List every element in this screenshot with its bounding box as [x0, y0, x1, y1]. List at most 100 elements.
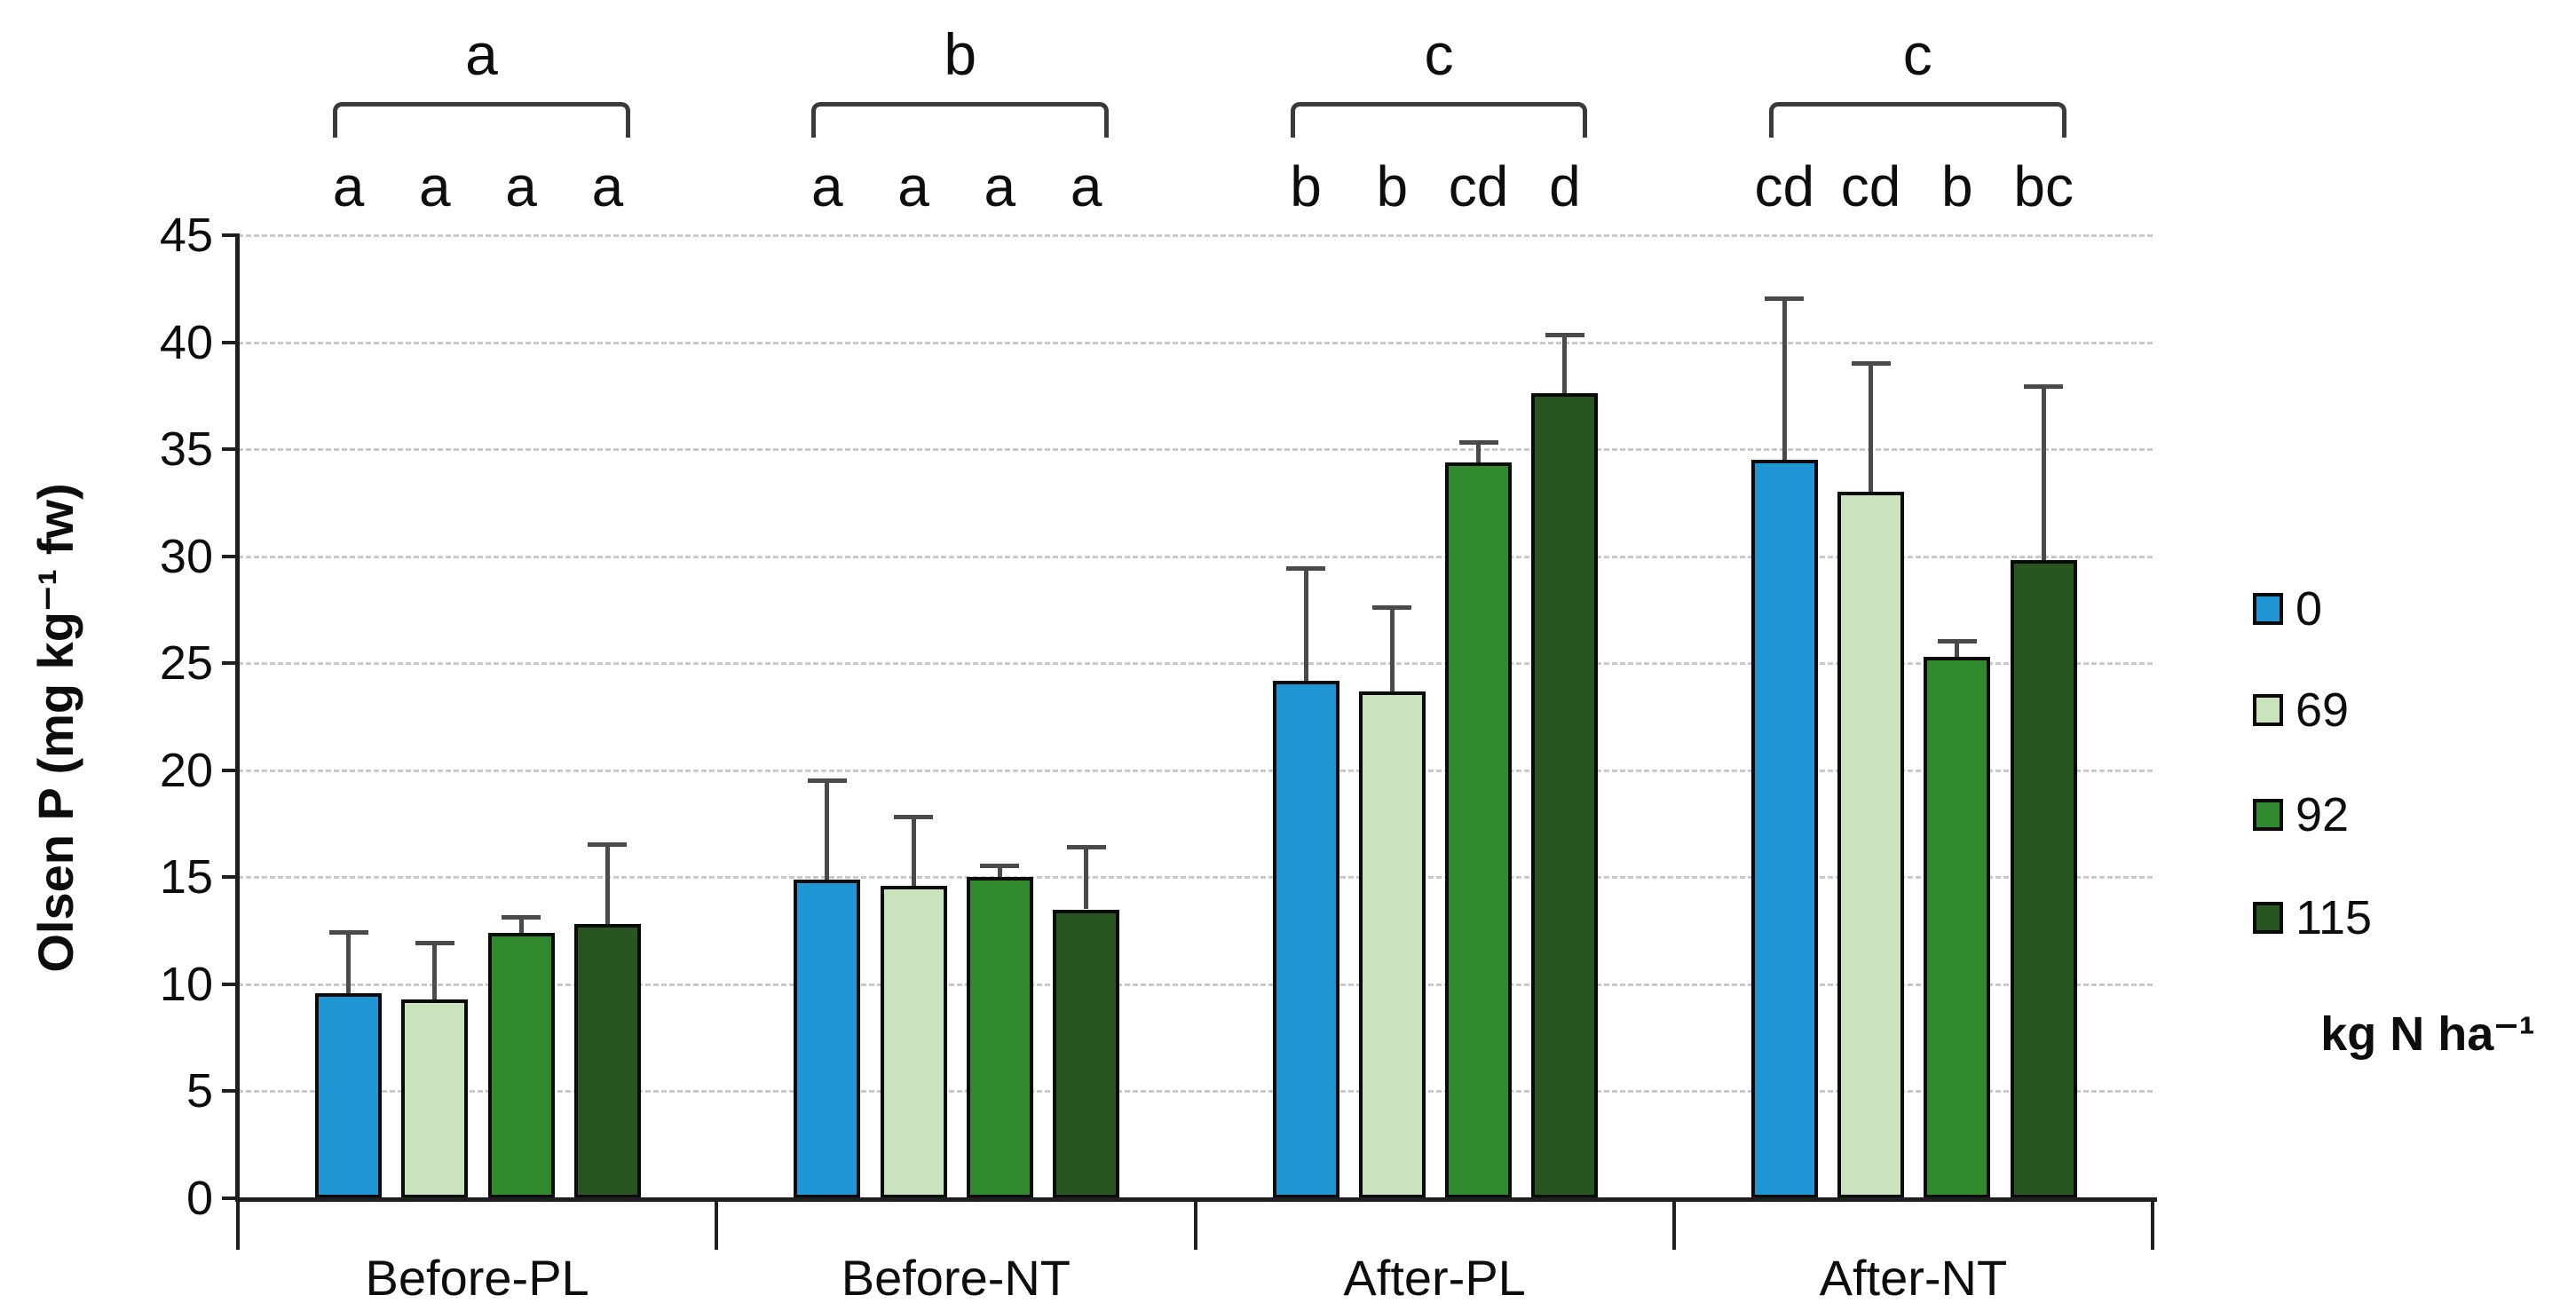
y-tick-label-45: 45 — [159, 209, 213, 262]
x-tick-2 — [1193, 1198, 1197, 1250]
x-axis-line — [235, 1197, 2157, 1202]
y-tick-label-10: 10 — [159, 957, 213, 1011]
error-bar-After-NT-69 — [1869, 363, 1874, 493]
y-tick-label-15: 15 — [159, 850, 213, 904]
sig-letter-Before-PL-0: a — [332, 154, 365, 218]
sig-letter-After-PL-92: cd — [1448, 154, 1509, 218]
sig-letter-Before-NT-0: a — [810, 154, 843, 218]
y-tick-label-30: 30 — [159, 529, 213, 583]
y-tick-label-5: 5 — [186, 1064, 213, 1118]
gridline-15 — [238, 876, 2153, 880]
group-letter-Before-PL: a — [465, 21, 498, 87]
group-letter-Before-NT: b — [944, 21, 977, 87]
bar-After-NT-69 — [1837, 492, 1905, 1198]
bar-After-NT-115 — [2010, 560, 2077, 1198]
gridline-40 — [238, 341, 2153, 344]
legend-label-92: 92 — [2295, 788, 2350, 841]
gridline-25 — [238, 662, 2153, 666]
error-cap-Before-PL-0 — [328, 930, 368, 936]
sig-letter-Before-PL-92: a — [505, 154, 537, 218]
y-tick-30 — [222, 554, 238, 558]
x-category-label-After-NT: After-NT — [1819, 1250, 2008, 1306]
error-bar-After-PL-69 — [1389, 607, 1395, 691]
legend-label-0: 0 — [2295, 582, 2323, 636]
legend-marker-0 — [2253, 593, 2283, 625]
error-bar-Before-NT-92 — [997, 866, 1002, 878]
bar-Before-NT-69 — [880, 885, 947, 1198]
y-tick-label-40: 40 — [159, 315, 213, 369]
error-cap-After-PL-92 — [1458, 439, 1498, 445]
error-cap-Before-NT-92 — [980, 864, 1020, 869]
x-tick-4 — [2151, 1198, 2154, 1250]
bar-After-PL-92 — [1445, 462, 1513, 1198]
error-cap-After-NT-0 — [1765, 296, 1805, 302]
sig-letter-Before-PL-115: a — [591, 154, 624, 218]
group-letter-After-NT: c — [1902, 21, 1932, 87]
error-cap-After-NT-115 — [2024, 384, 2064, 390]
y-tick-label-0: 0 — [186, 1172, 213, 1225]
error-cap-After-NT-92 — [1937, 639, 1977, 644]
y-tick-25 — [222, 661, 238, 666]
gridline-5 — [238, 1090, 2153, 1094]
bar-Before-PL-92 — [487, 933, 555, 1198]
legend-title: kg N ha⁻¹ — [2320, 1007, 2535, 1061]
sig-letter-After-NT-92: b — [1941, 154, 1973, 218]
error-bar-Before-PL-69 — [432, 944, 438, 999]
error-cap-After-PL-115 — [1545, 333, 1584, 338]
y-axis-line — [235, 233, 240, 1202]
sig-letter-Before-NT-115: a — [1070, 154, 1102, 218]
sig-letter-After-PL-0: b — [1290, 154, 1322, 218]
x-tick-3 — [1671, 1198, 1676, 1250]
sig-letter-After-PL-69: b — [1376, 154, 1409, 218]
y-tick-0 — [222, 1196, 238, 1200]
x-tick-0 — [236, 1198, 240, 1250]
x-category-label-Before-PL: Before-PL — [365, 1250, 589, 1306]
error-bar-After-NT-92 — [1955, 642, 1960, 657]
error-cap-After-NT-69 — [1851, 360, 1891, 366]
sig-letter-Before-NT-69: a — [897, 154, 929, 218]
gridline-30 — [238, 555, 2153, 558]
group-bracket-Before-NT — [811, 102, 1110, 138]
bar-After-PL-69 — [1358, 691, 1426, 1198]
legend-marker-92 — [2253, 799, 2283, 831]
group-bracket-Before-PL — [333, 102, 630, 138]
bar-After-PL-115 — [1531, 393, 1599, 1198]
group-bracket-After-NT — [1768, 102, 2066, 138]
group-letter-After-PL: c — [1424, 21, 1454, 87]
error-cap-Before-PL-115 — [588, 842, 628, 848]
legend-marker-115 — [2253, 902, 2283, 934]
sig-letter-Before-PL-69: a — [419, 154, 451, 218]
y-tick-10 — [222, 982, 238, 986]
error-bar-Before-PL-115 — [604, 845, 610, 925]
x-category-label-After-PL: After-PL — [1343, 1250, 1526, 1306]
x-tick-1 — [715, 1198, 719, 1250]
error-bar-Before-PL-92 — [518, 918, 524, 934]
error-cap-Before-NT-115 — [1066, 844, 1106, 849]
error-bar-After-PL-0 — [1303, 569, 1308, 681]
gridline-10 — [238, 983, 2153, 986]
error-bar-Before-PL-0 — [346, 933, 351, 993]
bar-After-PL-0 — [1272, 680, 1339, 1198]
y-axis-title: Olsen P (mg kg⁻¹ fw) — [28, 483, 83, 973]
y-tick-label-20: 20 — [159, 743, 213, 797]
bar-After-NT-92 — [1924, 656, 1991, 1198]
sig-letter-After-PL-115: d — [1549, 154, 1581, 218]
legend-label-115: 115 — [2295, 891, 2373, 944]
y-tick-35 — [222, 447, 238, 452]
group-bracket-After-PL — [1290, 102, 1588, 138]
gridline-45 — [238, 234, 2153, 237]
error-bar-After-PL-92 — [1476, 442, 1482, 462]
y-tick-5 — [222, 1089, 238, 1094]
error-cap-Before-PL-92 — [502, 915, 541, 920]
bar-After-NT-0 — [1750, 460, 1818, 1198]
y-tick-15 — [222, 875, 238, 880]
error-cap-Before-NT-0 — [807, 778, 847, 783]
legend-label-69: 69 — [2295, 683, 2350, 737]
bar-Before-PL-69 — [401, 999, 469, 1198]
gridline-20 — [238, 769, 2153, 772]
bar-Before-PL-0 — [315, 992, 382, 1198]
error-cap-Before-PL-69 — [415, 941, 454, 946]
error-bar-After-PL-115 — [1562, 336, 1568, 394]
y-tick-40 — [222, 340, 238, 344]
y-tick-45 — [222, 233, 238, 237]
